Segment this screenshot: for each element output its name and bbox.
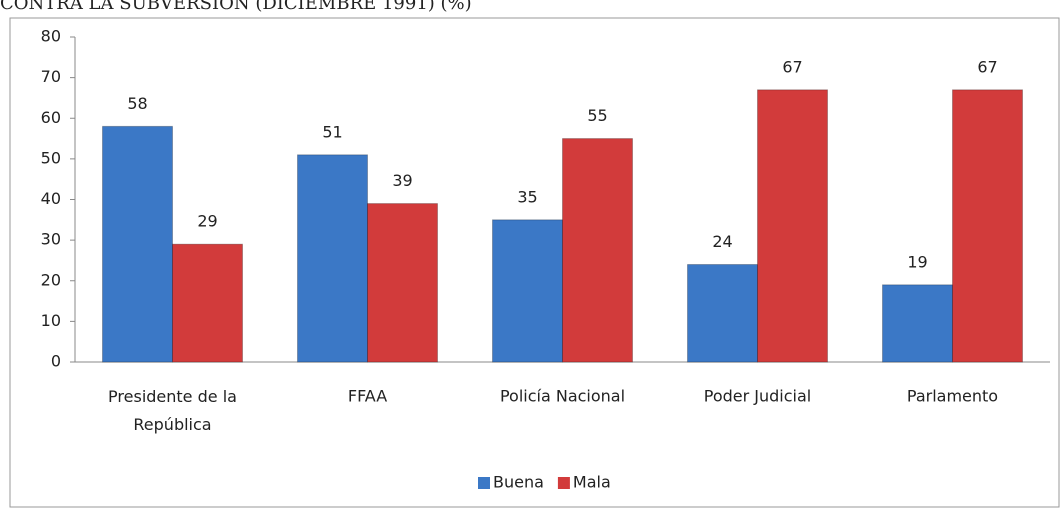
x-tick-label: Presidente de la República bbox=[108, 387, 237, 434]
y-tick-label: 40 bbox=[41, 189, 61, 208]
y-tick-label: 50 bbox=[41, 148, 61, 167]
bar bbox=[562, 138, 633, 363]
bar bbox=[882, 284, 953, 363]
bar bbox=[687, 264, 758, 363]
data-label: 55 bbox=[587, 106, 607, 125]
data-label: 29 bbox=[197, 212, 217, 231]
y-tick-label: 60 bbox=[41, 108, 61, 127]
y-tick-label: 30 bbox=[41, 230, 61, 249]
chart-title: CONTRA LA SUBVERSIÓN (DICIEMBRE 1991) (%… bbox=[0, 0, 472, 14]
data-label: 39 bbox=[392, 171, 412, 190]
legend-label: Mala bbox=[573, 473, 611, 492]
data-label: 35 bbox=[517, 187, 537, 206]
bar bbox=[367, 203, 438, 363]
y-tick-label: 0 bbox=[51, 352, 61, 371]
data-label: 19 bbox=[907, 252, 927, 271]
bar bbox=[102, 125, 173, 363]
y-tick-label: 20 bbox=[41, 270, 61, 289]
bar bbox=[757, 89, 828, 363]
x-tick-label: Parlamento bbox=[907, 387, 998, 406]
y-tick-label: 10 bbox=[41, 311, 61, 330]
bar bbox=[952, 89, 1023, 363]
bar bbox=[492, 219, 563, 363]
bar bbox=[297, 154, 368, 363]
data-label: 58 bbox=[127, 94, 147, 113]
data-label: 24 bbox=[712, 232, 732, 251]
y-tick-label: 70 bbox=[41, 67, 61, 86]
data-label: 67 bbox=[782, 57, 802, 76]
data-label: 51 bbox=[322, 122, 342, 141]
legend-swatch bbox=[557, 477, 570, 489]
y-tick-label: 80 bbox=[41, 27, 61, 46]
bar bbox=[172, 243, 243, 363]
x-tick-label: FFAA bbox=[348, 387, 387, 406]
x-tick-label: Policía Nacional bbox=[500, 387, 625, 406]
legend-swatch bbox=[478, 477, 490, 489]
legend-label: Buena bbox=[493, 473, 544, 492]
data-label: 67 bbox=[977, 57, 997, 76]
x-tick-label: Poder Judicial bbox=[704, 387, 811, 406]
